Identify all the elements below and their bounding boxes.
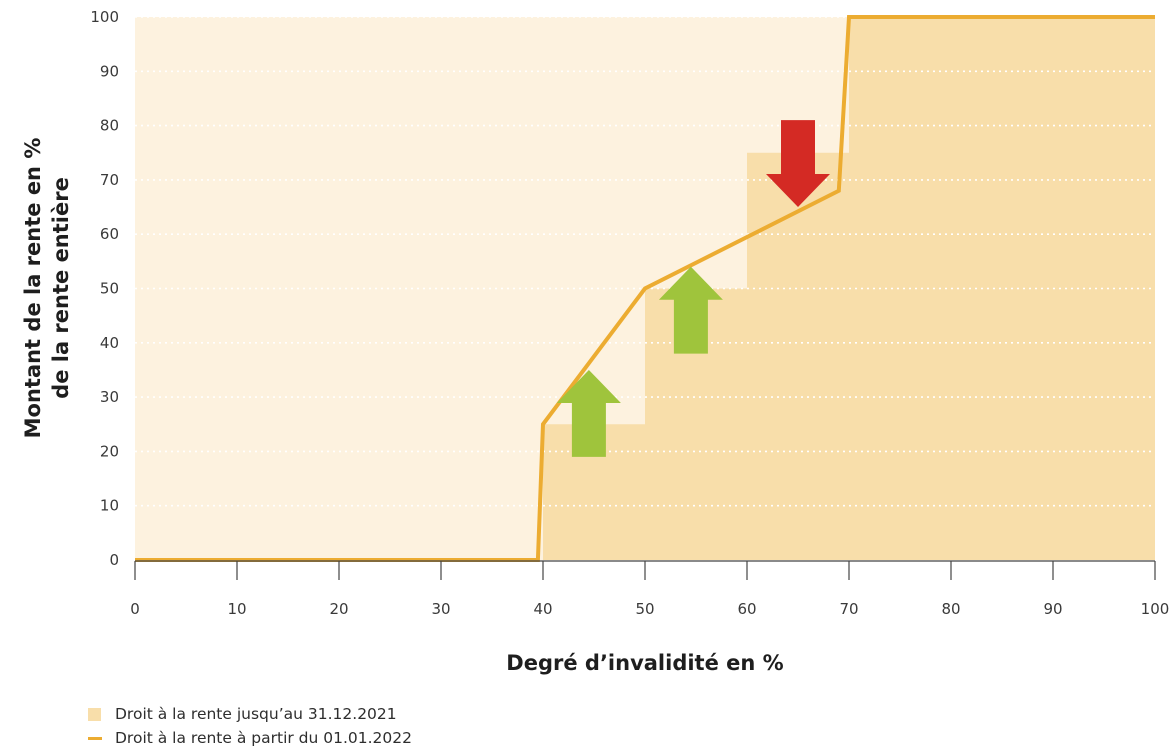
x-tick-label-70: 70 xyxy=(839,600,858,618)
x-tick-label-90: 90 xyxy=(1043,600,1062,618)
y-tick-label-60: 60 xyxy=(100,225,119,243)
legend: Droit à la rente jusqu’au 31.12.2021 Dro… xyxy=(88,702,412,750)
y-tick-label-40: 40 xyxy=(100,334,119,352)
legend-label-new: Droit à la rente à partir du 01.01.2022 xyxy=(115,729,413,747)
x-tick-label-30: 30 xyxy=(431,600,450,618)
line-new-entitlement xyxy=(135,15,1155,562)
y-tick-label-20: 20 xyxy=(100,442,119,460)
x-axis-title: Degré d’invalidité en % xyxy=(506,651,783,675)
legend-swatch-area xyxy=(88,707,101,721)
x-tick-label-20: 20 xyxy=(329,600,348,618)
y-tick-label-0: 0 xyxy=(109,551,119,569)
x-tick-label-60: 60 xyxy=(737,600,756,618)
x-tick-label-40: 40 xyxy=(533,600,552,618)
y-tick-label-90: 90 xyxy=(100,62,119,80)
y-tick-label-30: 30 xyxy=(100,388,119,406)
y-axis-title-line-1: Montant de la rente en % xyxy=(21,138,45,439)
chart-canvas: 0 10 20 30 40 50 60 70 80 90 100 0 10 20 30 40 50 60 70 80 9… xyxy=(21,8,1170,675)
y-axis-title-line-2: de la rente entière xyxy=(49,177,73,399)
legend-label-old: Droit à la rente jusqu’au 31.12.2021 xyxy=(115,705,397,723)
x-tick-label-0: 0 xyxy=(130,600,140,618)
y-tick-label-50: 50 xyxy=(100,280,119,298)
y-tick-label-100: 100 xyxy=(90,8,119,26)
x-tick-label-50: 50 xyxy=(635,600,654,618)
y-tick-label-80: 80 xyxy=(100,117,119,135)
arrow-down-3 xyxy=(766,120,830,208)
legend-item-old: Droit à la rente jusqu’au 31.12.2021 xyxy=(88,702,412,726)
arrow-up-1 xyxy=(556,369,621,457)
legend-item-new: Droit à la rente à partir du 01.01.2022 xyxy=(88,726,412,750)
x-tick-label-10: 10 xyxy=(227,600,246,618)
legend-swatch-line xyxy=(88,736,102,740)
y-tick-label-70: 70 xyxy=(100,171,119,189)
x-tick-label-80: 80 xyxy=(941,600,960,618)
y-tick-label-10: 10 xyxy=(100,497,119,515)
x-tick-label-100: 100 xyxy=(1141,600,1170,618)
arrow-up-2 xyxy=(658,266,723,354)
